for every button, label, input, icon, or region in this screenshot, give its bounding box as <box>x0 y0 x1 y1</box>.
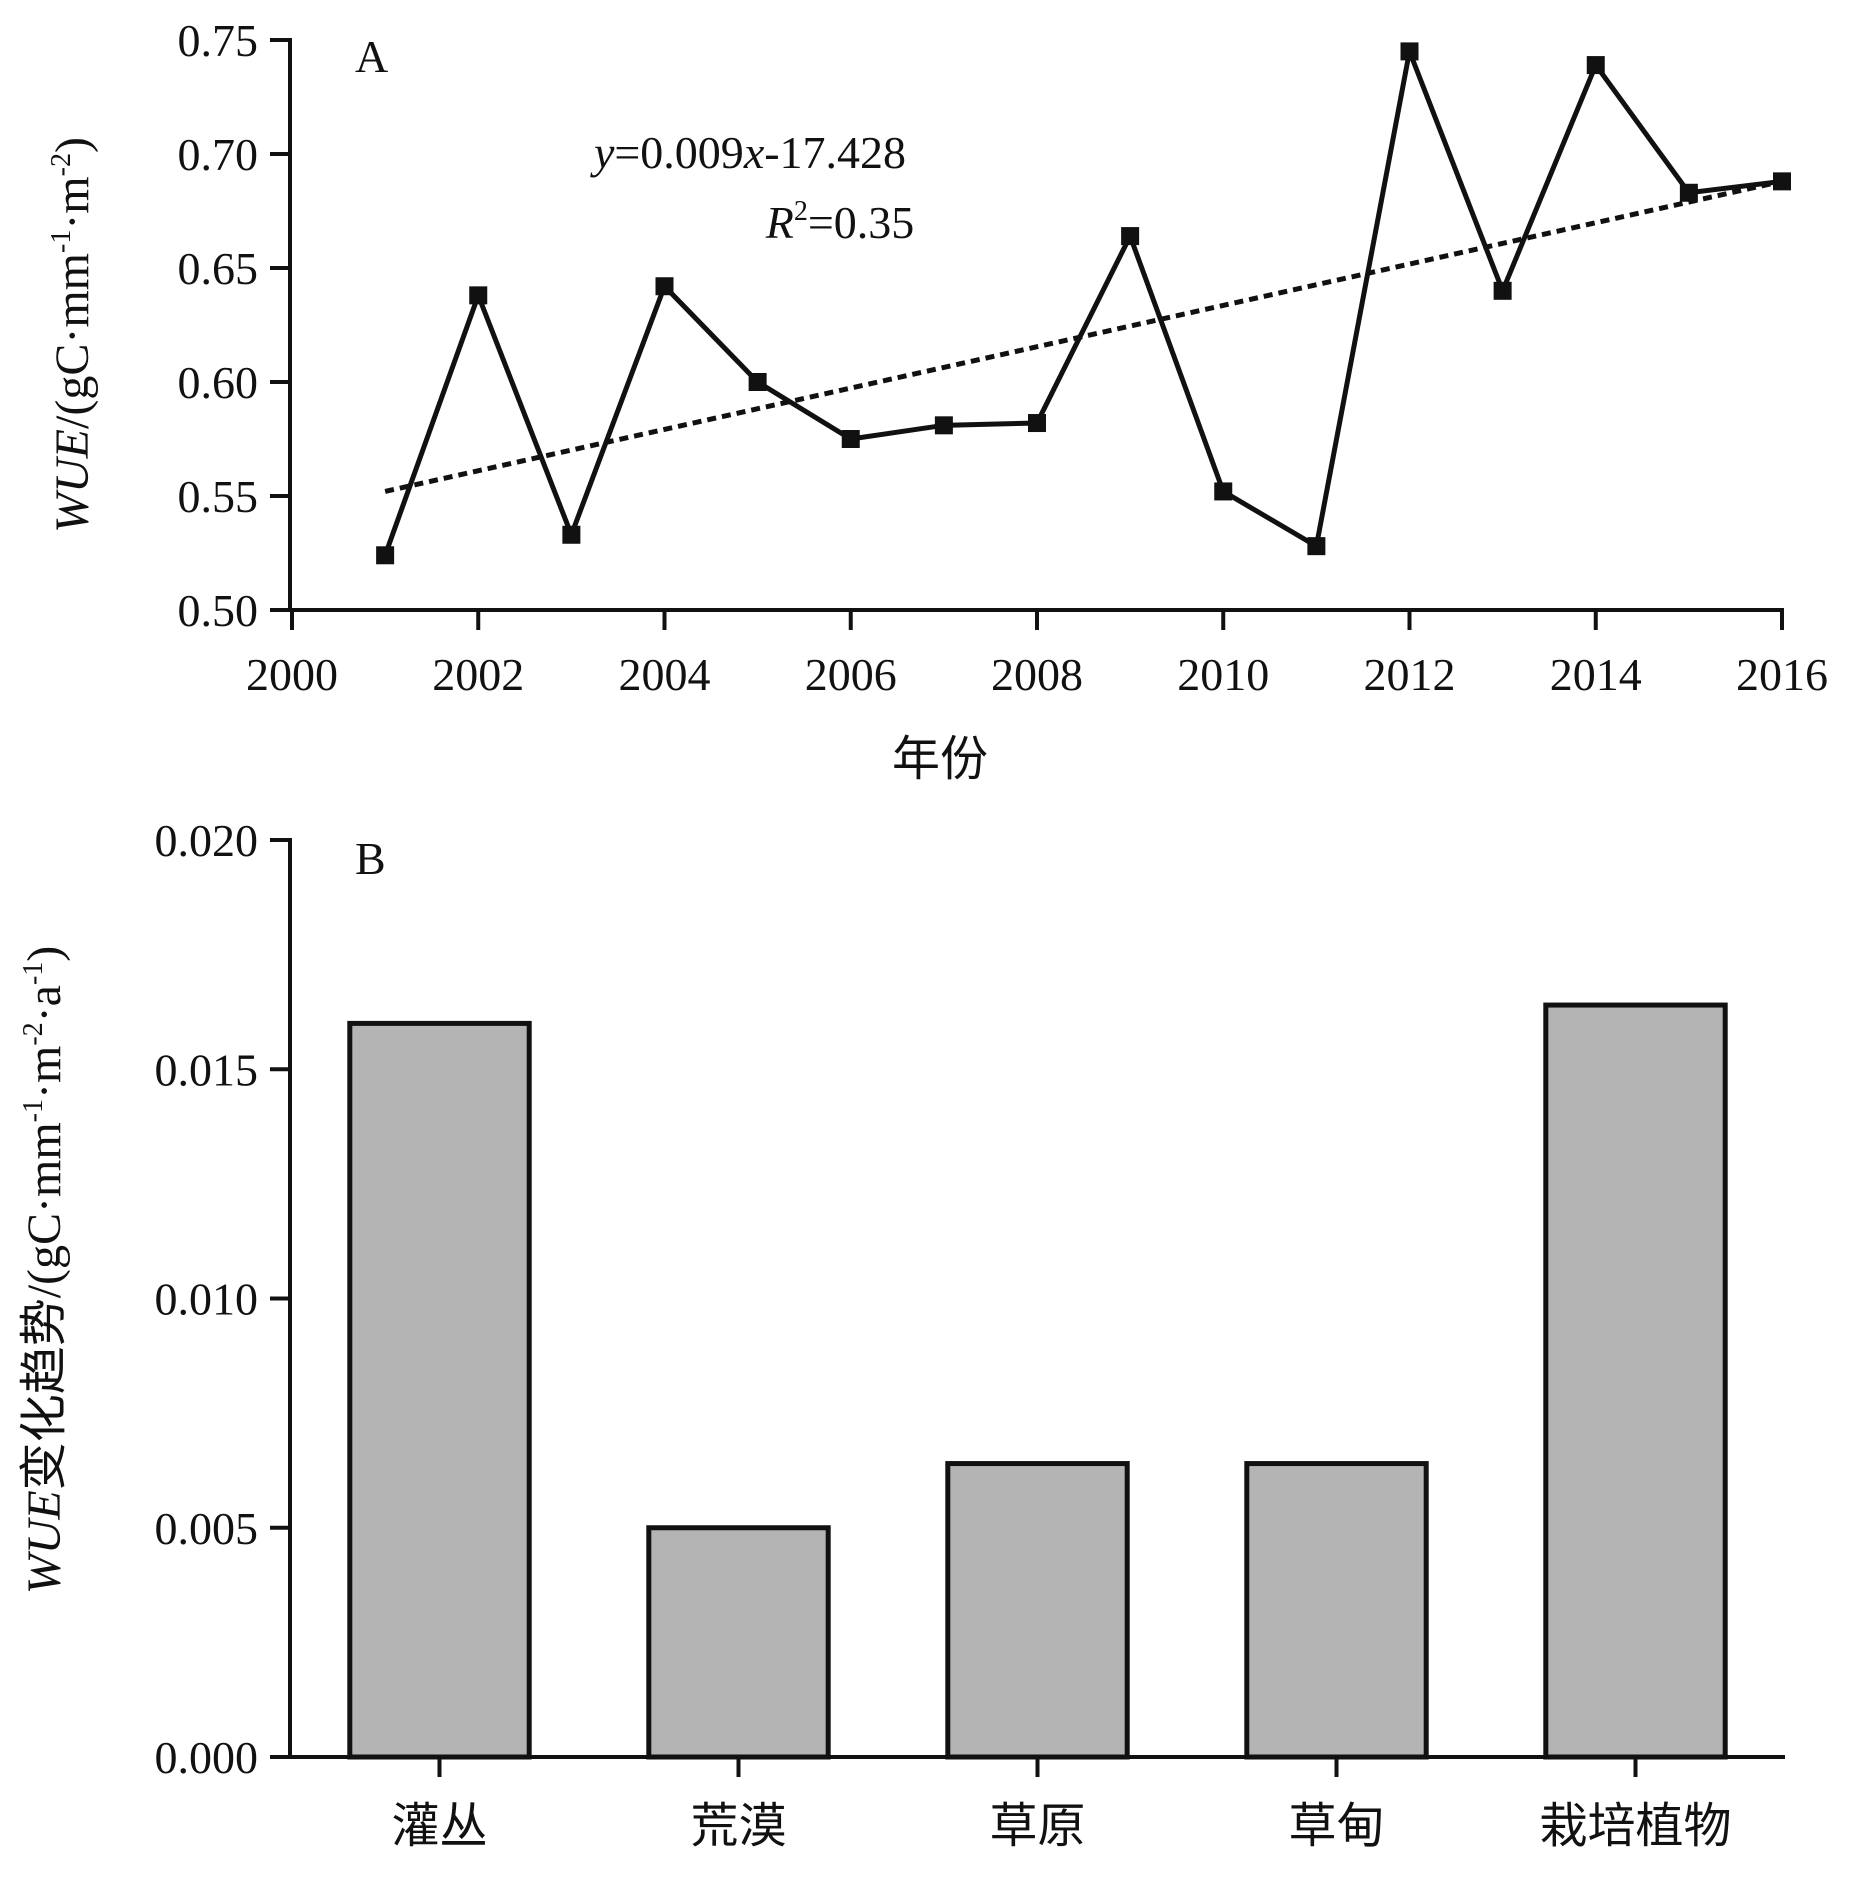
panel-b-y-tick-label: 0.005 <box>155 1503 259 1554</box>
bar <box>1543 1002 1728 1760</box>
panel-b-tick-labels: 灌丛 荒漠 草原 草甸 栽培植物 0.000 0.005 0.010 0.015 0.020 <box>155 815 1732 1853</box>
panel-b-category-label: 荒漠 <box>690 1800 786 1853</box>
bar <box>1244 1461 1429 1760</box>
bar <box>646 1525 831 1760</box>
panel-a-x-axis-title: 年份 <box>892 733 988 786</box>
trend-equation: y=0.009x-17.428 <box>590 127 906 178</box>
panel-a-label: A <box>355 31 388 82</box>
panel-a-y-tick-label: 0.70 <box>178 129 259 180</box>
panel-a-tick-labels: 0.50 0.55 0.60 0.65 0.70 0.75 2000 2002 2004 2006… <box>178 15 1829 700</box>
wue-point <box>1493 281 1512 300</box>
wue-point <box>1679 183 1698 202</box>
bar <box>347 1020 532 1760</box>
panel-b-category-label: 草原 <box>989 1800 1085 1853</box>
panel-b-category-label: 草甸 <box>1288 1800 1384 1853</box>
panel-a-y-tick-label: 0.60 <box>178 357 259 408</box>
panel-b-category-label: 栽培植物 <box>1539 1800 1731 1853</box>
wue-point <box>748 373 767 391</box>
panel-a-y-tick-label: 0.50 <box>178 585 259 636</box>
bar-group <box>347 1002 1728 1760</box>
panel-b-y-tick-label: 0.015 <box>155 1044 259 1095</box>
panel-a-x-tick-label: 2006 <box>805 649 897 700</box>
panel-a-axes <box>270 38 1784 630</box>
panel-a-x-tick-label: 2014 <box>1550 649 1642 700</box>
wue-point <box>1121 227 1140 246</box>
wue-point <box>1400 42 1419 61</box>
panel-a-x-tick-label: 2012 <box>1364 649 1456 700</box>
panel-a-line-chart: 0.50 0.55 0.60 0.65 0.70 0.75 2000 2002 2004 2006… <box>46 15 1828 786</box>
bar <box>945 1461 1130 1760</box>
panel-a-x-tick-label: 2010 <box>1177 649 1269 700</box>
panel-a-y-tick-label: 0.65 <box>178 243 259 294</box>
wue-series-line <box>382 42 1783 557</box>
trendline-group <box>384 178 1783 494</box>
wue-point <box>841 430 860 448</box>
wue-point <box>1307 537 1326 556</box>
panel-b-y-axis-title: WUE变化趋势/(gC·mm-1·m-2·a-1) <box>18 946 71 1595</box>
panel-a-x-tick-label: 2016 <box>1736 649 1828 700</box>
wue-point <box>469 286 488 305</box>
panel-b-y-tick-label: 0.000 <box>155 1732 259 1783</box>
panel-a-y-tick-label: 0.75 <box>178 15 259 66</box>
panel-a-x-tick-label: 2008 <box>991 649 1083 700</box>
panel-a-x-tick-label: 2000 <box>246 649 338 700</box>
wue-point <box>655 277 674 296</box>
panel-b-y-tick-label: 0.010 <box>155 1274 259 1325</box>
wue-point <box>1773 172 1791 191</box>
trendline <box>384 178 1783 494</box>
wue-point <box>1586 56 1605 75</box>
wue-point <box>562 525 581 544</box>
panel-a-x-tick-label: 2004 <box>619 649 711 700</box>
panel-a-y-axis-title: WUE/(gC·mm-1·m-2) <box>46 137 99 533</box>
panel-a-y-tick-label: 0.55 <box>178 471 259 522</box>
wue-series-group <box>376 42 1791 565</box>
panel-b-axes <box>270 838 1785 1777</box>
wue-point <box>1028 414 1046 433</box>
panel-b-category-label: 灌丛 <box>391 1800 487 1853</box>
panel-b-label: B <box>355 833 386 884</box>
wue-point <box>376 546 395 565</box>
wue-point <box>934 416 953 435</box>
trend-r-squared: R2=0.35 <box>765 196 915 248</box>
panel-b-y-tick-label: 0.020 <box>155 815 259 866</box>
panel-a-x-tick-label: 2002 <box>432 649 524 700</box>
wue-point <box>1214 482 1233 501</box>
